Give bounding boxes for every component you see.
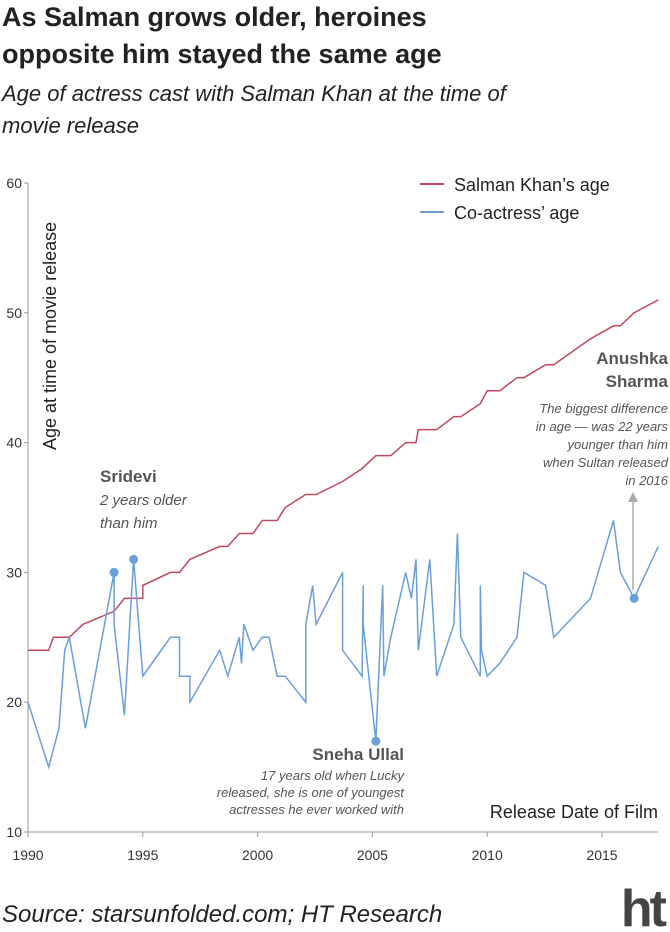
y-axis-label: Age at time of movie release [40,222,60,450]
highlight-dot [109,567,119,577]
x-tick-label: 2005 [357,847,388,863]
x-tick-label: 1990 [12,847,43,863]
annotation-text: when Sultan released [543,455,669,470]
highlight-dot [371,736,381,746]
legend-label: Salman Khan’s age [454,175,610,195]
chart-subtitle: movie release [2,113,139,138]
annotation-name: Sridevi [100,467,157,486]
annotation-name: Sharma [606,372,669,391]
source: Source: starsunfolded.com; HT Research [2,901,442,928]
series-line [28,299,659,652]
y-tick-label: 60 [6,175,22,191]
y-tick-label: 30 [6,564,22,580]
annotation-name: Anushka [596,349,668,368]
logo: ht [621,880,667,932]
x-axis-label: Release Date of Film [490,802,658,822]
annotation-text: 17 years old when Lucky [261,768,406,783]
annotation-text: than him [100,515,158,532]
annotation-text: The biggest difference [539,401,668,416]
highlight-dot [129,554,139,564]
annotation-text: actresses he ever worked with [229,802,404,817]
arrow-head [628,492,638,502]
chart-title: As Salman grows older, heroines [2,2,427,32]
series-line [27,520,659,770]
annotation-text: in 2016 [625,473,668,488]
y-tick-label: 20 [6,694,22,710]
y-tick-label: 10 [6,824,22,840]
legend-label: Co-actress’ age [454,203,579,223]
annotation-text: in age — was 22 years [536,419,669,434]
annotation-text: released, she is one of youngest [217,785,406,800]
x-tick-label: 1995 [127,847,158,863]
annotation-text: younger than him [567,437,669,452]
y-tick-label: 50 [6,305,22,321]
chart-subtitle: Age of actress cast with Salman Khan at … [0,81,509,106]
y-tick-label: 40 [6,435,22,451]
x-tick-label: 2015 [586,847,617,863]
x-tick-label: 2010 [472,847,503,863]
highlight-dot [629,593,639,603]
x-tick-label: 2000 [242,847,273,863]
annotation-text: 2 years older [99,492,188,509]
annotation-name: Sneha Ullal [312,745,404,764]
chart-title: opposite him stayed the same age [2,39,442,69]
